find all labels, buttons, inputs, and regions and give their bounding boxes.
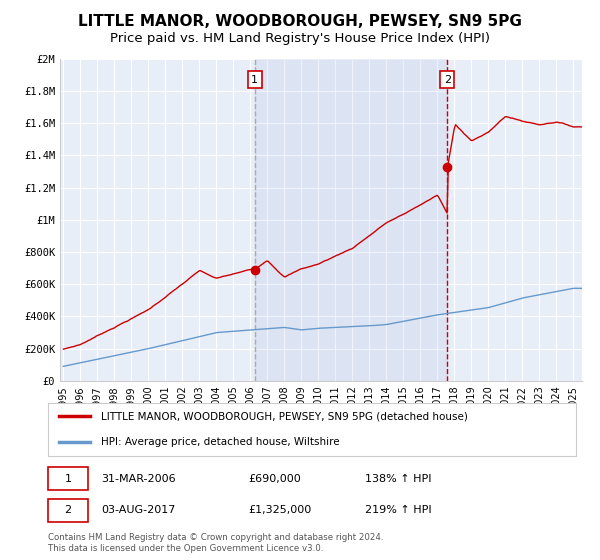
Text: 1: 1 xyxy=(251,74,258,85)
Text: £690,000: £690,000 xyxy=(248,474,301,484)
Text: Contains HM Land Registry data © Crown copyright and database right 2024.
This d: Contains HM Land Registry data © Crown c… xyxy=(48,533,383,553)
FancyBboxPatch shape xyxy=(48,499,88,522)
Text: HPI: Average price, detached house, Wiltshire: HPI: Average price, detached house, Wilt… xyxy=(101,436,340,446)
Text: LITTLE MANOR, WOODBOROUGH, PEWSEY, SN9 5PG: LITTLE MANOR, WOODBOROUGH, PEWSEY, SN9 5… xyxy=(78,14,522,29)
Text: £1,325,000: £1,325,000 xyxy=(248,505,312,515)
FancyBboxPatch shape xyxy=(48,467,88,490)
Text: Price paid vs. HM Land Registry's House Price Index (HPI): Price paid vs. HM Land Registry's House … xyxy=(110,32,490,45)
Text: 219% ↑ HPI: 219% ↑ HPI xyxy=(365,505,431,515)
Text: 03-AUG-2017: 03-AUG-2017 xyxy=(101,505,175,515)
Text: 31-MAR-2006: 31-MAR-2006 xyxy=(101,474,175,484)
Bar xyxy=(254,59,448,381)
Text: 138% ↑ HPI: 138% ↑ HPI xyxy=(365,474,431,484)
Text: 2: 2 xyxy=(65,505,71,515)
Text: 2: 2 xyxy=(444,74,451,85)
Text: LITTLE MANOR, WOODBOROUGH, PEWSEY, SN9 5PG (detached house): LITTLE MANOR, WOODBOROUGH, PEWSEY, SN9 5… xyxy=(101,412,467,422)
Text: 1: 1 xyxy=(65,474,71,484)
